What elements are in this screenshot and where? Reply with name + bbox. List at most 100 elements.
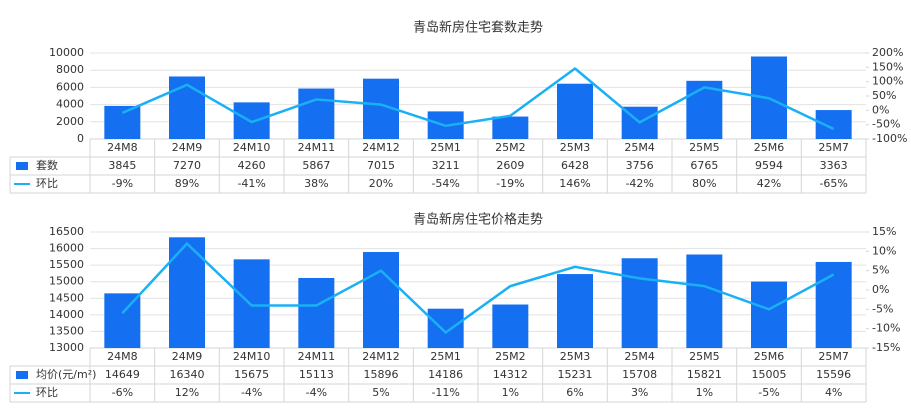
table-cell: 15113 <box>299 368 334 381</box>
chart-title: 青岛新房住宅套数走势 <box>413 20 543 36</box>
bar <box>815 261 852 348</box>
table-cell: 14649 <box>105 368 140 381</box>
x-tick-label: 24M9 <box>172 350 203 363</box>
line <box>121 242 835 334</box>
x-tick-label: 25M2 <box>495 141 526 154</box>
bar <box>557 83 593 139</box>
y2-tick-label: 200% <box>872 46 903 59</box>
legend-swatch <box>16 162 28 170</box>
table-cell: -4% <box>306 386 327 399</box>
table-cell: -5% <box>758 386 779 399</box>
y2-tick-label: 15% <box>872 225 896 238</box>
legend-label: 环比 <box>36 177 58 190</box>
table-cell: -41% <box>237 177 265 190</box>
table-cell: 15675 <box>234 368 269 381</box>
table-cell: 9594 <box>755 159 783 172</box>
y2-tick-label: 100% <box>872 75 903 88</box>
bar <box>363 252 399 348</box>
y2-tick-label: 0% <box>872 283 889 296</box>
table-cell: 80% <box>692 177 716 190</box>
table-cell: 15005 <box>752 368 787 381</box>
x-tick-label: 25M4 <box>624 141 655 154</box>
y-tick-label: 10000 <box>49 46 84 59</box>
y2-tick-label: 5% <box>872 264 889 277</box>
table-cell: 89% <box>175 177 199 190</box>
table-cell: -54% <box>431 177 459 190</box>
table-cell: 6765 <box>690 159 718 172</box>
x-tick-label: 25M5 <box>689 141 720 154</box>
table-cell: 2609 <box>496 159 524 172</box>
table-cell: 5867 <box>302 159 330 172</box>
x-tick-label: 25M7 <box>818 141 849 154</box>
bar <box>427 308 464 348</box>
table-cell: -19% <box>496 177 524 190</box>
x-tick-label: 24M12 <box>362 350 400 363</box>
legend-swatch <box>16 371 28 379</box>
table-cell: -11% <box>431 386 459 399</box>
y-tick-label: 6000 <box>56 80 84 93</box>
table-cell: 4260 <box>238 159 266 172</box>
bar <box>298 88 335 139</box>
table-cell: 15708 <box>622 368 657 381</box>
bar <box>815 110 852 139</box>
table-cell: -42% <box>625 177 653 190</box>
x-tick-label: 25M3 <box>560 141 591 154</box>
legend-label: 环比 <box>36 386 58 399</box>
bar <box>492 304 529 348</box>
bar <box>169 237 205 348</box>
x-tick-label: 24M12 <box>362 141 400 154</box>
table-cell: 3756 <box>626 159 654 172</box>
y-tick-label: 14500 <box>49 291 84 304</box>
y2-tick-label: 0% <box>872 103 889 116</box>
table-cell: 3% <box>631 386 648 399</box>
table-cell: 3363 <box>820 159 848 172</box>
x-tick-label: 25M7 <box>818 350 849 363</box>
y-tick-label: 4000 <box>56 98 84 111</box>
table-cell: -6% <box>112 386 133 399</box>
bar <box>169 76 205 139</box>
table-cell: 6428 <box>561 159 589 172</box>
table-cell: 1% <box>502 386 519 399</box>
x-tick-label: 25M2 <box>495 350 526 363</box>
table-cell: 20% <box>369 177 393 190</box>
table-cell: 3211 <box>432 159 460 172</box>
y-tick-label: 0 <box>77 132 84 145</box>
y-tick-label: 13500 <box>49 324 84 337</box>
table-cell: 5% <box>372 386 389 399</box>
table-cell: 38% <box>304 177 328 190</box>
y-tick-label: 16500 <box>49 225 84 238</box>
table-cell: 15596 <box>816 368 851 381</box>
bar <box>104 105 141 139</box>
table-cell: 16340 <box>170 368 205 381</box>
y-tick-label: 15000 <box>49 275 84 288</box>
table-cell: 3845 <box>108 159 136 172</box>
x-tick-label: 25M6 <box>754 141 785 154</box>
table-cell: 7270 <box>173 159 201 172</box>
table-cell: 14312 <box>493 368 528 381</box>
y-tick-label: 8000 <box>56 63 84 76</box>
x-tick-label: 25M1 <box>430 141 461 154</box>
bar <box>686 254 723 348</box>
table-cell: -9% <box>112 177 133 190</box>
table-cell: -4% <box>241 386 262 399</box>
x-tick-label: 25M3 <box>560 350 591 363</box>
y2-tick-label: -100% <box>872 132 907 145</box>
x-tick-label: 25M1 <box>430 350 461 363</box>
table-cell: -65% <box>819 177 847 190</box>
y2-tick-label: -10% <box>872 322 900 335</box>
table-cell: 15896 <box>364 368 399 381</box>
bar <box>557 274 593 348</box>
x-tick-label: 25M4 <box>624 350 655 363</box>
y2-tick-label: 50% <box>872 89 896 102</box>
table-cell: 12% <box>175 386 199 399</box>
y2-tick-label: -5% <box>872 302 893 315</box>
line <box>121 67 835 131</box>
bar <box>104 293 141 348</box>
y2-tick-label: 150% <box>872 60 903 73</box>
y2-tick-label: -15% <box>872 341 900 354</box>
x-tick-label: 24M10 <box>233 350 271 363</box>
x-tick-label: 24M10 <box>233 141 271 154</box>
bar <box>233 259 270 348</box>
